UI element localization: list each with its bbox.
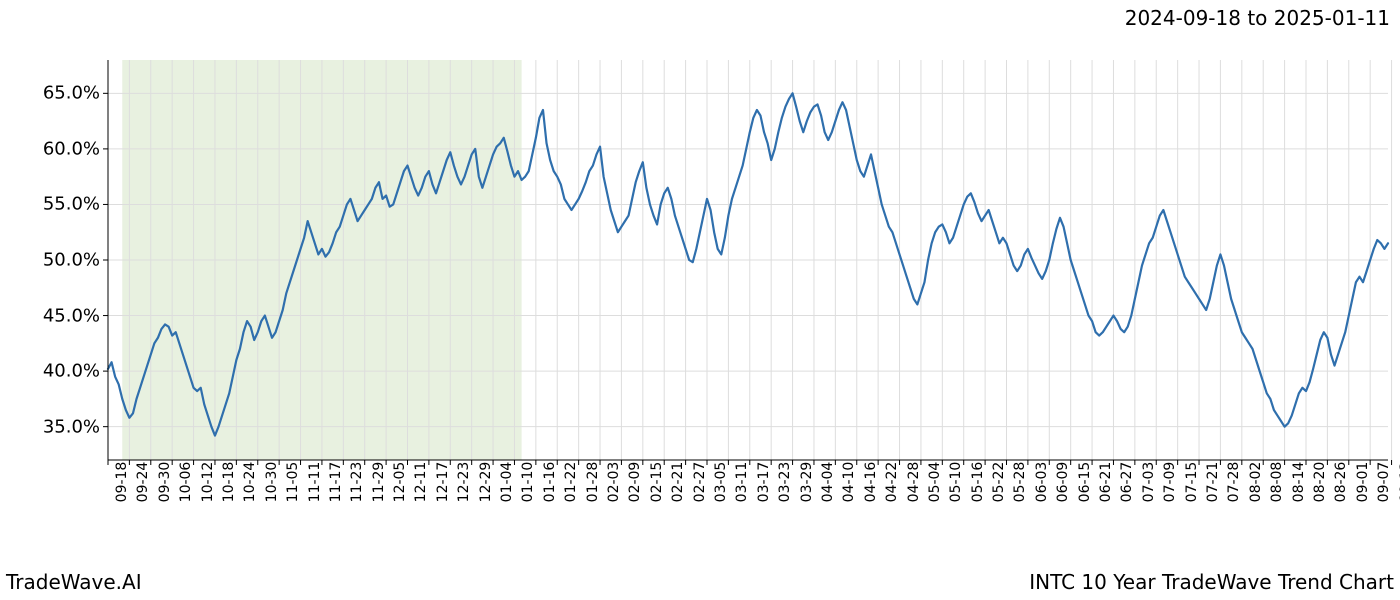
x-tick-label: 06-09 bbox=[1049, 462, 1071, 503]
x-tick-label: 11-05 bbox=[279, 462, 301, 503]
x-tick-label: 02-15 bbox=[643, 462, 665, 503]
x-tick-label: 01-28 bbox=[579, 462, 601, 503]
x-tick-label: 06-21 bbox=[1092, 462, 1114, 503]
line-chart-svg bbox=[108, 60, 1388, 460]
x-tick-label: 09-18 bbox=[108, 462, 130, 503]
x-tick-label: 03-11 bbox=[728, 462, 750, 503]
x-tick-label: 02-21 bbox=[664, 462, 686, 503]
x-tick-label: 09-30 bbox=[151, 462, 173, 503]
x-tick-label: 08-08 bbox=[1263, 462, 1285, 503]
x-tick-label: 01-04 bbox=[493, 462, 515, 503]
x-tick-label: 09-24 bbox=[129, 462, 151, 503]
x-tick-label: 11-29 bbox=[365, 462, 387, 503]
y-tick-label: 40.0% bbox=[43, 361, 108, 382]
x-tick-label: 12-17 bbox=[429, 462, 451, 503]
x-tick-label: 05-04 bbox=[921, 462, 943, 503]
chart-title-label: INTC 10 Year TradeWave Trend Chart bbox=[1029, 570, 1394, 594]
x-tick-label: 05-22 bbox=[985, 462, 1007, 503]
x-tick-label: 07-28 bbox=[1220, 462, 1242, 503]
y-tick-label: 45.0% bbox=[43, 305, 108, 326]
y-tick-label: 65.0% bbox=[43, 83, 108, 104]
x-tick-label: 07-15 bbox=[1178, 462, 1200, 503]
x-tick-label: 12-11 bbox=[407, 462, 429, 503]
x-tick-label: 05-28 bbox=[1006, 462, 1028, 503]
x-tick-label: 02-27 bbox=[686, 462, 708, 503]
x-tick-label: 12-23 bbox=[450, 462, 472, 503]
chart-plot-area: 35.0%40.0%45.0%50.0%55.0%60.0%65.0%09-18… bbox=[108, 60, 1388, 460]
y-tick-label: 50.0% bbox=[43, 250, 108, 271]
x-tick-label: 09-13 bbox=[1392, 462, 1400, 503]
x-tick-label: 08-14 bbox=[1285, 462, 1307, 503]
x-tick-label: 10-18 bbox=[215, 462, 237, 503]
x-tick-label: 04-22 bbox=[878, 462, 900, 503]
y-tick-label: 35.0% bbox=[43, 416, 108, 437]
x-tick-label: 07-09 bbox=[1156, 462, 1178, 503]
x-tick-label: 10-24 bbox=[236, 462, 258, 503]
x-tick-label: 07-21 bbox=[1199, 462, 1221, 503]
x-tick-label: 08-02 bbox=[1242, 462, 1264, 503]
x-tick-label: 03-23 bbox=[771, 462, 793, 503]
x-tick-label: 11-17 bbox=[322, 462, 344, 503]
x-tick-label: 03-29 bbox=[793, 462, 815, 503]
x-tick-label: 12-05 bbox=[386, 462, 408, 503]
x-tick-label: 06-03 bbox=[1028, 462, 1050, 503]
x-tick-label: 01-10 bbox=[514, 462, 536, 503]
x-tick-label: 04-28 bbox=[900, 462, 922, 503]
x-tick-label: 10-12 bbox=[194, 462, 216, 503]
x-tick-label: 05-16 bbox=[964, 462, 986, 503]
x-tick-label: 04-04 bbox=[814, 462, 836, 503]
x-tick-label: 05-10 bbox=[942, 462, 964, 503]
x-tick-label: 10-30 bbox=[258, 462, 280, 503]
x-tick-label: 07-03 bbox=[1135, 462, 1157, 503]
x-tick-label: 09-07 bbox=[1370, 462, 1392, 503]
x-tick-label: 09-01 bbox=[1349, 462, 1371, 503]
x-tick-label: 11-23 bbox=[343, 462, 365, 503]
x-tick-label: 03-05 bbox=[707, 462, 729, 503]
x-tick-label: 08-26 bbox=[1327, 462, 1349, 503]
x-tick-label: 03-17 bbox=[750, 462, 772, 503]
x-tick-label: 01-16 bbox=[536, 462, 558, 503]
x-tick-label: 06-27 bbox=[1113, 462, 1135, 503]
x-tick-label: 10-06 bbox=[172, 462, 194, 503]
x-tick-label: 08-20 bbox=[1306, 462, 1328, 503]
y-tick-label: 55.0% bbox=[43, 194, 108, 215]
date-range-label: 2024-09-18 to 2025-01-11 bbox=[1125, 6, 1390, 30]
x-tick-label: 11-11 bbox=[301, 462, 323, 503]
x-tick-label: 02-09 bbox=[621, 462, 643, 503]
x-tick-label: 04-10 bbox=[835, 462, 857, 503]
x-tick-label: 12-29 bbox=[472, 462, 494, 503]
x-tick-label: 04-16 bbox=[857, 462, 879, 503]
x-tick-label: 06-15 bbox=[1071, 462, 1093, 503]
x-tick-label: 02-03 bbox=[600, 462, 622, 503]
x-tick-label: 01-22 bbox=[557, 462, 579, 503]
y-tick-label: 60.0% bbox=[43, 138, 108, 159]
brand-label: TradeWave.AI bbox=[6, 570, 142, 594]
